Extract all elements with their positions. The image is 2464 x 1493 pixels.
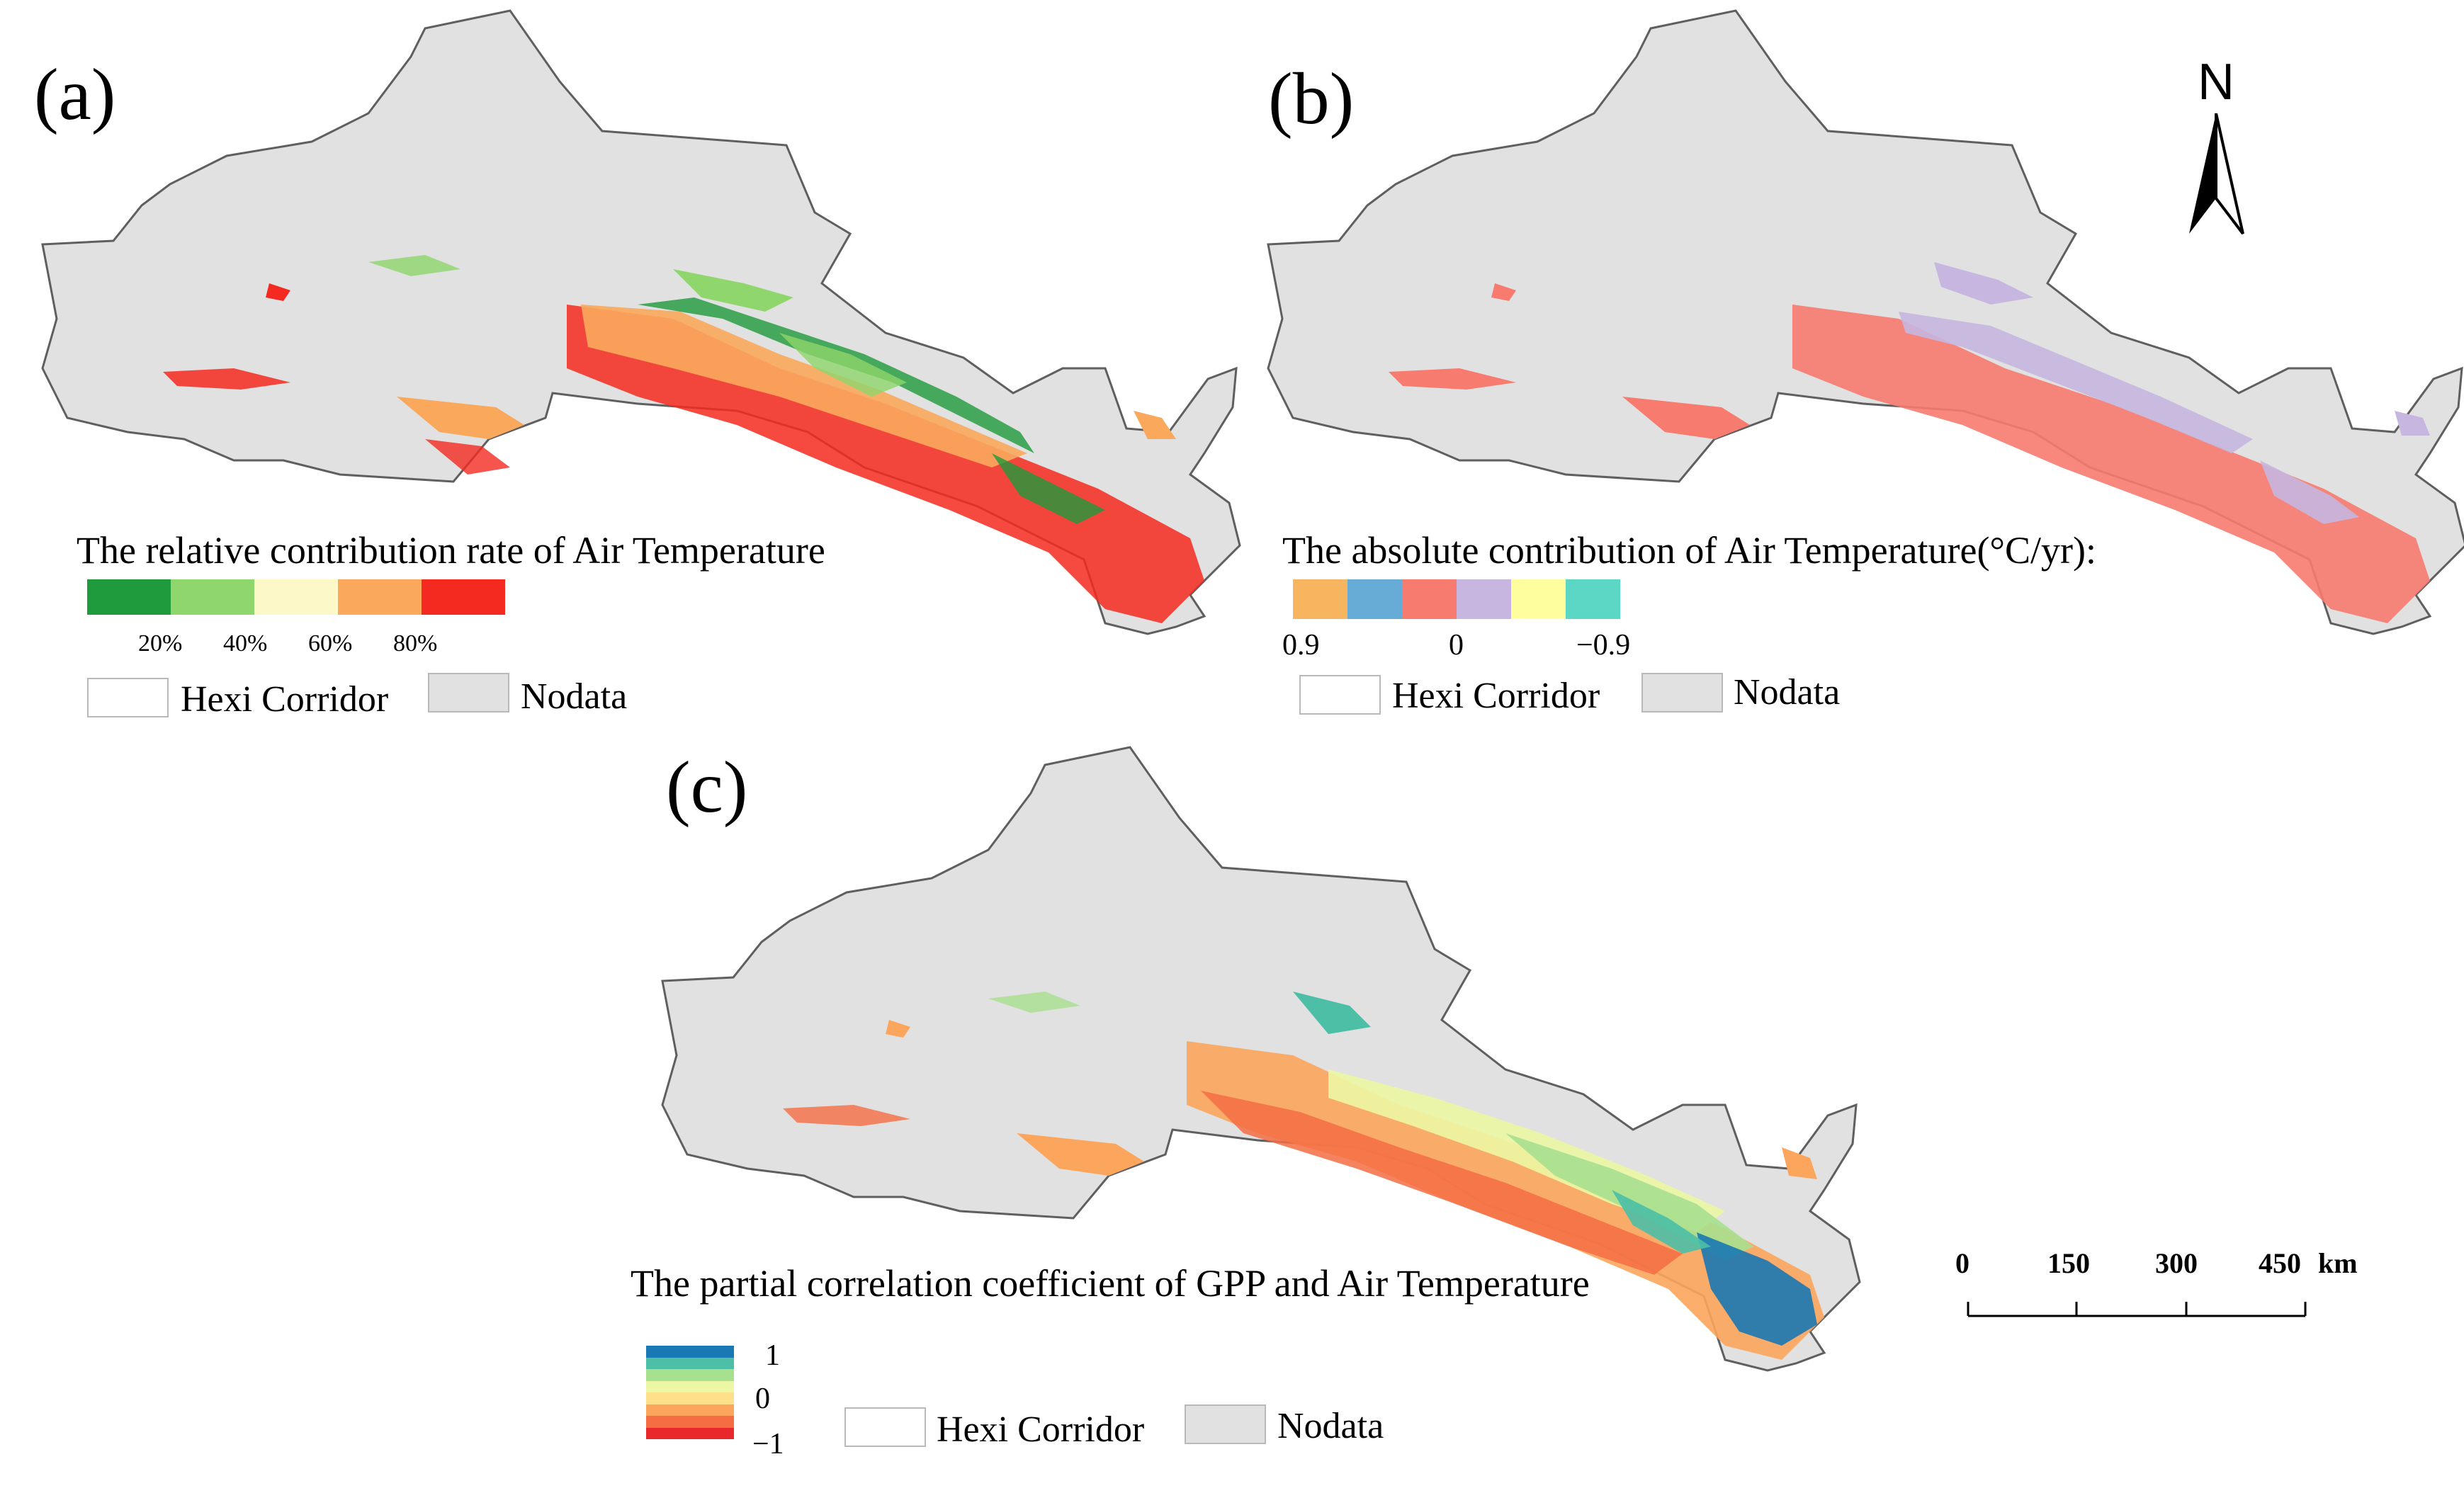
panel-c-letter: (c) bbox=[666, 746, 748, 828]
scale-tick-label: 300 bbox=[2155, 1247, 2198, 1279]
panel-a-nodata-swatch bbox=[428, 673, 509, 713]
panel-b-ramp-step bbox=[1511, 579, 1566, 619]
panel-b-ramp-step bbox=[1347, 579, 1402, 619]
panel-a-map bbox=[41, 9, 1241, 635]
panel-a-tick: 60% bbox=[308, 630, 353, 657]
panel-b-nodata-label: Nodata bbox=[1734, 672, 1841, 713]
scale-unit: km bbox=[2318, 1247, 2358, 1279]
panel-c-ramp-step bbox=[646, 1346, 734, 1358]
panel-b-nodata-swatch bbox=[1641, 673, 1723, 713]
panel-a-nodata-label: Nodata bbox=[521, 676, 628, 717]
panel-c-ramp-step bbox=[646, 1416, 734, 1428]
panel-c-raster bbox=[783, 992, 1824, 1360]
north-arrow: N bbox=[2175, 57, 2260, 248]
panel-c-ramp-step bbox=[646, 1369, 734, 1381]
scale-tick-label: 150 bbox=[2047, 1247, 2090, 1279]
panel-b-raster bbox=[1389, 262, 2430, 623]
panel-a-tick: 80% bbox=[393, 630, 438, 657]
panel-a-tick: 20% bbox=[138, 630, 183, 657]
panel-c-tick: 1 bbox=[765, 1339, 780, 1372]
scale-tick-label: 450 bbox=[2259, 1247, 2301, 1279]
panel-a-letter: (a) bbox=[34, 54, 116, 135]
scale-bar-line bbox=[1967, 1302, 2307, 1317]
panel-c-ramp-step bbox=[646, 1427, 734, 1439]
panel-c-hexi-swatch bbox=[844, 1407, 926, 1447]
panel-a-hexi-label: Hexi Corridor bbox=[181, 679, 389, 720]
scale-bar: 0 150 300 450 km bbox=[1955, 1239, 2380, 1324]
panel-c-nodata-label: Nodata bbox=[1277, 1406, 1384, 1446]
panel-c-ramp-step bbox=[646, 1404, 734, 1416]
panel-b-color-ramp bbox=[1293, 579, 1620, 619]
panel-b-tick: −0.9 bbox=[1576, 629, 1631, 662]
scale-tick-label: 0 bbox=[1955, 1247, 1969, 1279]
panel-a-raster bbox=[163, 255, 1204, 623]
panel-c-ramp-step bbox=[646, 1392, 734, 1404]
panel-c-nodata-swatch bbox=[1185, 1404, 1266, 1444]
panel-c-ramp-step bbox=[646, 1357, 734, 1369]
panel-c-hexi-label: Hexi Corridor bbox=[937, 1409, 1145, 1450]
panel-b-tick: 0.9 bbox=[1282, 629, 1320, 662]
panel-c-ramp-step bbox=[646, 1380, 734, 1392]
panel-c-legend-title: The partial correlation coefficient of G… bbox=[631, 1262, 1590, 1305]
panel-c-tick: −1 bbox=[752, 1428, 784, 1460]
panel-c-tick: 0 bbox=[755, 1383, 770, 1415]
panel-c-color-ramp bbox=[646, 1346, 734, 1439]
panel-a-ramp-step bbox=[338, 579, 422, 615]
panel-a-ramp-step bbox=[422, 579, 505, 615]
panel-b-ramp-step bbox=[1457, 579, 1511, 619]
panel-b-tick: 0 bbox=[1449, 629, 1464, 662]
panel-b-legend-title: The absolute contribution of Air Tempera… bbox=[1282, 529, 2097, 572]
panel-a-legend-title: The relative contribution rate of Air Te… bbox=[77, 529, 825, 572]
panel-b-map bbox=[1267, 9, 2464, 635]
panel-b-hexi-label: Hexi Corridor bbox=[1392, 676, 1600, 716]
panel-b-ramp-step bbox=[1293, 579, 1347, 619]
panel-b-hexi-swatch bbox=[1299, 675, 1381, 715]
panel-b-ramp-step bbox=[1566, 579, 1620, 619]
panel-a-color-ramp bbox=[87, 579, 505, 615]
panel-a-tick: 40% bbox=[223, 630, 268, 657]
panel-b-letter: (b) bbox=[1268, 58, 1355, 140]
panel-a-ramp-step bbox=[87, 579, 171, 615]
panel-c-map bbox=[661, 746, 1861, 1372]
panel-a-ramp-step bbox=[171, 579, 254, 615]
north-arrow-icon bbox=[2189, 113, 2244, 235]
north-arrow-label: N bbox=[2198, 54, 2234, 110]
panel-a-ramp-step bbox=[254, 579, 338, 615]
panel-b-ramp-step bbox=[1402, 579, 1457, 619]
panel-a-hexi-swatch bbox=[87, 678, 169, 717]
